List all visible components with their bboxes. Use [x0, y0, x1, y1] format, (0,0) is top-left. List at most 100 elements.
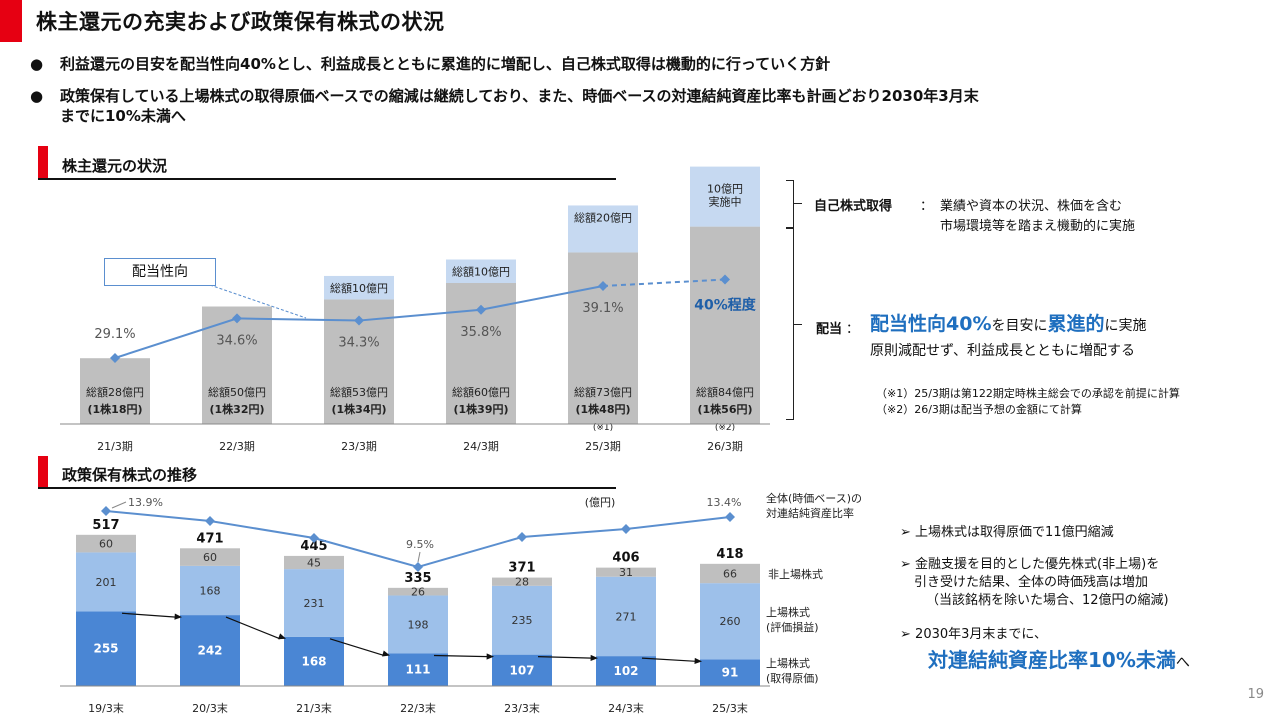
- point-text: 金融支援を目的とした優先株式(非上場)を: [915, 557, 1160, 572]
- title-accent-bar: [0, 0, 22, 42]
- buyback-colon: ：: [920, 199, 934, 214]
- listed-valuation-value: 201: [96, 576, 117, 589]
- buyback-label: 10億円実施中: [707, 183, 743, 209]
- dividend-policy-text: に実施: [1104, 318, 1147, 334]
- listed-cost-bar: [596, 656, 656, 686]
- point-text: 上場株式は取得原価で11億円縮減: [915, 525, 1114, 540]
- x-tick-label: 26/3期: [707, 440, 743, 453]
- point-1: ➢ 上場株式は取得原価で11億円縮減: [900, 524, 1114, 541]
- payout-ratio-point: [110, 353, 120, 363]
- trend-arrow-line: [537, 656, 593, 659]
- unlisted-bar: [284, 555, 344, 570]
- dividend-payout-highlight: 配当性向40%: [870, 313, 992, 335]
- point-2-line-2: 引き受けた結果、全体の時価残高は増加: [914, 575, 1149, 590]
- x-tick-label: 19/3末: [88, 701, 124, 715]
- x-tick-label: 25/3末: [712, 701, 748, 715]
- dividend-policy-text: を目安に: [991, 318, 1048, 334]
- trend-arrow-line: [329, 638, 385, 657]
- buyback-label: 自己株式取得: [814, 199, 893, 214]
- bullet-text: までに10%未満へ: [60, 107, 186, 125]
- trend-arrow-line: [225, 616, 281, 640]
- buyback-text: 業績や資本の状況、株価を含む: [940, 199, 1123, 214]
- listed-valuation-bar: [492, 585, 552, 655]
- bullet-text: 利益還元の目安を配当性向40%とし、利益成長とともに累進的に増配し、自己株式取得…: [60, 55, 831, 73]
- x-tick-label: 22/3期: [219, 440, 255, 453]
- payout-ratio-point: [598, 281, 608, 291]
- unlisted-value: 45: [307, 557, 321, 570]
- unlisted-bar: [596, 567, 656, 577]
- dividend-total-label: 総額73億円: [574, 385, 632, 399]
- footnote-mark: (※2): [715, 423, 735, 433]
- dividend-per-share-label: (1株18円): [87, 402, 142, 416]
- listed-cost-value: 255: [93, 642, 118, 656]
- payout-ratio-forecast-line: [602, 278, 726, 287]
- listed-valuation-value: 198: [408, 618, 429, 631]
- dividend-per-share-label: (1株56円): [697, 402, 752, 416]
- buyback-label: 総額10億円: [452, 265, 510, 279]
- target-highlight: 対連結純資産比率10%未満: [928, 648, 1176, 672]
- section-accent-bar: [38, 456, 48, 488]
- section-title-holdings: 政策保有株式の推移: [62, 466, 198, 484]
- unlisted-bar: [76, 534, 136, 553]
- unlisted-bar: [180, 548, 240, 566]
- callout-connector: [209, 284, 307, 319]
- dividend-bar: [690, 226, 760, 424]
- legend-unlisted: 非上場株式: [768, 567, 823, 581]
- unlisted-bar: [492, 577, 552, 586]
- target-tail: へ: [1175, 655, 1190, 671]
- bullet-dot: ●: [30, 55, 44, 73]
- dividend-total-label: 総額28億円: [86, 385, 144, 399]
- unlisted-bar: [388, 587, 448, 596]
- payout-ratio-point: [720, 274, 730, 285]
- bracket-tick: [794, 203, 802, 204]
- arrow-icon: ➢: [900, 525, 911, 540]
- footnote-2: （※2）26/3期は配当予想の金額にて計算: [876, 403, 1082, 416]
- total-value: 406: [612, 551, 639, 566]
- listed-cost-value: 111: [405, 663, 430, 677]
- total-value: 418: [716, 547, 743, 562]
- trend-arrow-head: [590, 654, 598, 662]
- point-3: ➢ 2030年3月末までに、: [900, 626, 1047, 643]
- trend-arrow-head: [486, 653, 494, 660]
- dividend-per-share-label: (1株32円): [209, 402, 264, 416]
- dividend-per-share-label: (1株39円): [453, 402, 508, 416]
- payout-ratio-label: 40%程度: [694, 297, 757, 314]
- payout-ratio-label: 39.1%: [582, 301, 623, 316]
- trend-arrow-head: [174, 613, 182, 620]
- total-value: 335: [404, 571, 431, 586]
- listed-valuation-value: 271: [616, 610, 637, 623]
- listed-cost-value: 168: [301, 654, 326, 668]
- trend-arrow-head: [278, 633, 286, 640]
- unlisted-value: 31: [619, 566, 633, 579]
- listed-cost-bar: [76, 611, 136, 686]
- dividend-bar: [80, 358, 150, 424]
- x-tick-label: 23/3期: [341, 440, 377, 453]
- trend-arrow-head: [382, 650, 390, 657]
- arrow-icon: ➢: [900, 627, 911, 642]
- ratio-legend-label: 全体(時価ベース)の対連結純資産比率: [766, 491, 862, 520]
- point-2-line-3: （当該銘柄を除いた場合、12億円の縮減): [926, 593, 1169, 608]
- buyback-label: 総額10億円: [330, 281, 388, 295]
- unlisted-value: 60: [203, 551, 217, 564]
- unlisted-bar: [700, 563, 760, 584]
- listed-valuation-bar: [388, 595, 448, 654]
- dividend-bracket: [786, 228, 794, 420]
- listed-valuation-bar: [596, 576, 656, 657]
- ratio-point: [413, 562, 423, 572]
- buyback-label: 総額20億円: [574, 210, 632, 224]
- section-accent-bar: [38, 146, 48, 178]
- total-value: 371: [508, 561, 535, 576]
- listed-valuation-value: 260: [720, 615, 741, 628]
- total-value: 471: [196, 531, 223, 546]
- trend-arrow-line: [433, 654, 489, 658]
- section-underline: [38, 487, 616, 489]
- point-text: 2030年3月末までに、: [915, 627, 1048, 642]
- trend-arrow-line: [641, 657, 697, 662]
- listed-valuation-bar: [284, 569, 344, 637]
- arrow-icon: ➢: [900, 557, 911, 572]
- listed-cost-bar: [180, 615, 240, 686]
- legend-listed-cost: 上場株式(取得原価): [766, 656, 819, 685]
- unit-label: (億円): [585, 496, 616, 509]
- ratio-label: 13.9%: [128, 496, 163, 509]
- x-tick-label: 21/3期: [97, 440, 133, 453]
